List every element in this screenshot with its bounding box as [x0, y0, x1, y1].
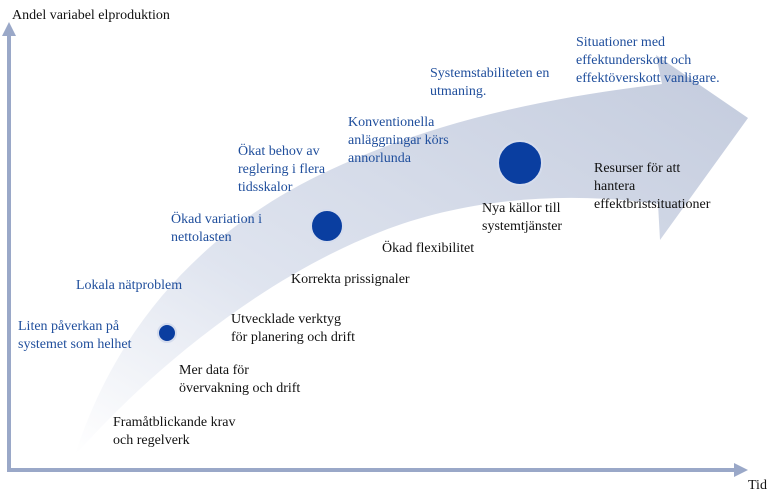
label-nya-kallor: Nya källor till systemtjänster [482, 201, 563, 234]
label-okad-variation: Ökad variation i nettolasten [171, 212, 262, 245]
label-resurser: Resurser för att hantera effektbristsitu… [594, 161, 711, 212]
label-framatblickande: Framåtblickande krav och regelverk [113, 415, 236, 448]
label-lokala-natproblem: Lokala nätproblem [76, 278, 183, 293]
label-mer-data: Mer data för övervakning och drift [179, 363, 301, 396]
label-situationer: Situationer med effektunderskott och eff… [576, 35, 720, 86]
stage-dot-small [157, 323, 177, 343]
label-okad-flexibilitet: Ökad flexibilitet [382, 241, 475, 256]
label-utvecklade-verktyg: Utvecklade verktyg för planering och dri… [231, 312, 356, 345]
label-systemstabilitet: Systemstabiliteten en utmaning. [430, 66, 550, 99]
stage-dot-large [497, 140, 543, 186]
stage-dot-medium [310, 209, 344, 243]
label-liten-paverkan: Liten påverkan på systemet som helhet [18, 319, 132, 352]
label-korrekta-prissignaler: Korrekta prissignaler [291, 272, 410, 287]
progress-arrow [75, 55, 748, 455]
label-okat-behov: Ökat behov av reglering i flera tidsskal… [238, 144, 326, 195]
label-konventionella: Konventionella anläggningar körs annorlu… [348, 115, 449, 166]
x-axis-label: Tid [748, 478, 767, 493]
y-axis [2, 22, 16, 472]
x-axis [7, 463, 748, 477]
y-axis-label: Andel variabel elproduktion [12, 8, 170, 23]
